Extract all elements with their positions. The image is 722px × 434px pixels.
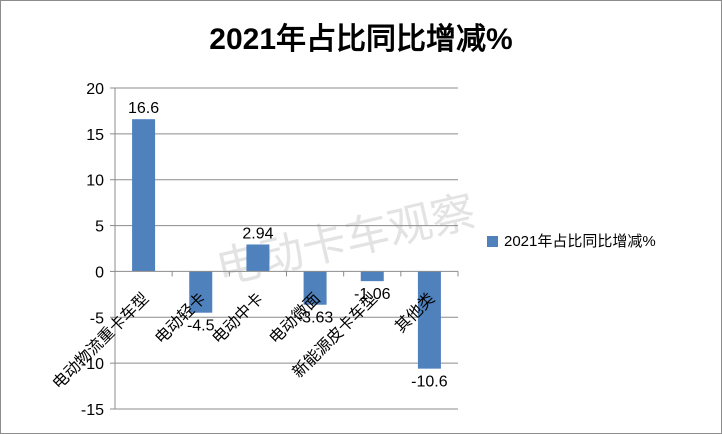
bar — [132, 119, 156, 272]
y-tick-label: 20 — [86, 81, 104, 98]
y-tick-label: 15 — [86, 127, 104, 144]
y-tick-label: -5 — [90, 310, 104, 327]
data-labels: 16.6 -4.5 2.94 -3.63 -1.06 -10.6 — [128, 100, 448, 390]
data-label: -10.6 — [411, 374, 448, 391]
legend: 2021年占比同比增减% — [487, 233, 656, 250]
data-label: 2.94 — [242, 225, 273, 242]
y-tick-label: 10 — [86, 173, 104, 190]
bar — [246, 244, 270, 272]
x-tick-label: 电动物流重卡车型 — [49, 290, 152, 393]
chart-title: 2021年占比同比增减% — [209, 23, 513, 56]
bar — [417, 271, 441, 369]
bar — [303, 271, 327, 305]
x-tick-label: 电动中卡 — [209, 290, 267, 348]
y-tick-label: 0 — [95, 264, 104, 281]
y-tick-label: -15 — [81, 402, 104, 419]
legend-swatch — [487, 236, 498, 247]
data-label: -4.5 — [187, 318, 215, 335]
bar — [360, 271, 384, 282]
gridlines — [110, 87, 458, 410]
y-tick-label: 5 — [95, 219, 104, 236]
data-label: -3.63 — [297, 310, 334, 327]
legend-label: 2021年占比同比增减% — [504, 233, 656, 250]
y-tick-labels: 20 15 10 5 0 -5 -10 -15 — [81, 81, 104, 419]
data-label: 16.6 — [128, 100, 159, 117]
axes — [114, 88, 459, 409]
bars — [132, 119, 441, 369]
data-label: -1.06 — [354, 286, 391, 303]
bar — [189, 271, 213, 313]
y-tick-label: -10 — [81, 356, 104, 373]
